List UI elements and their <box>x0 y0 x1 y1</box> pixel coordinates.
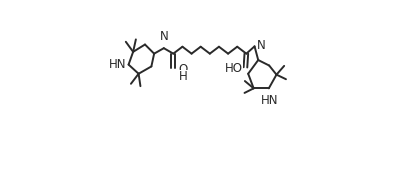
Text: HN: HN <box>261 94 278 107</box>
Text: N: N <box>160 30 168 43</box>
Text: H: H <box>179 70 188 83</box>
Text: O: O <box>179 63 188 76</box>
Text: N: N <box>257 40 265 52</box>
Text: HN: HN <box>109 58 127 71</box>
Text: HO: HO <box>225 62 243 75</box>
